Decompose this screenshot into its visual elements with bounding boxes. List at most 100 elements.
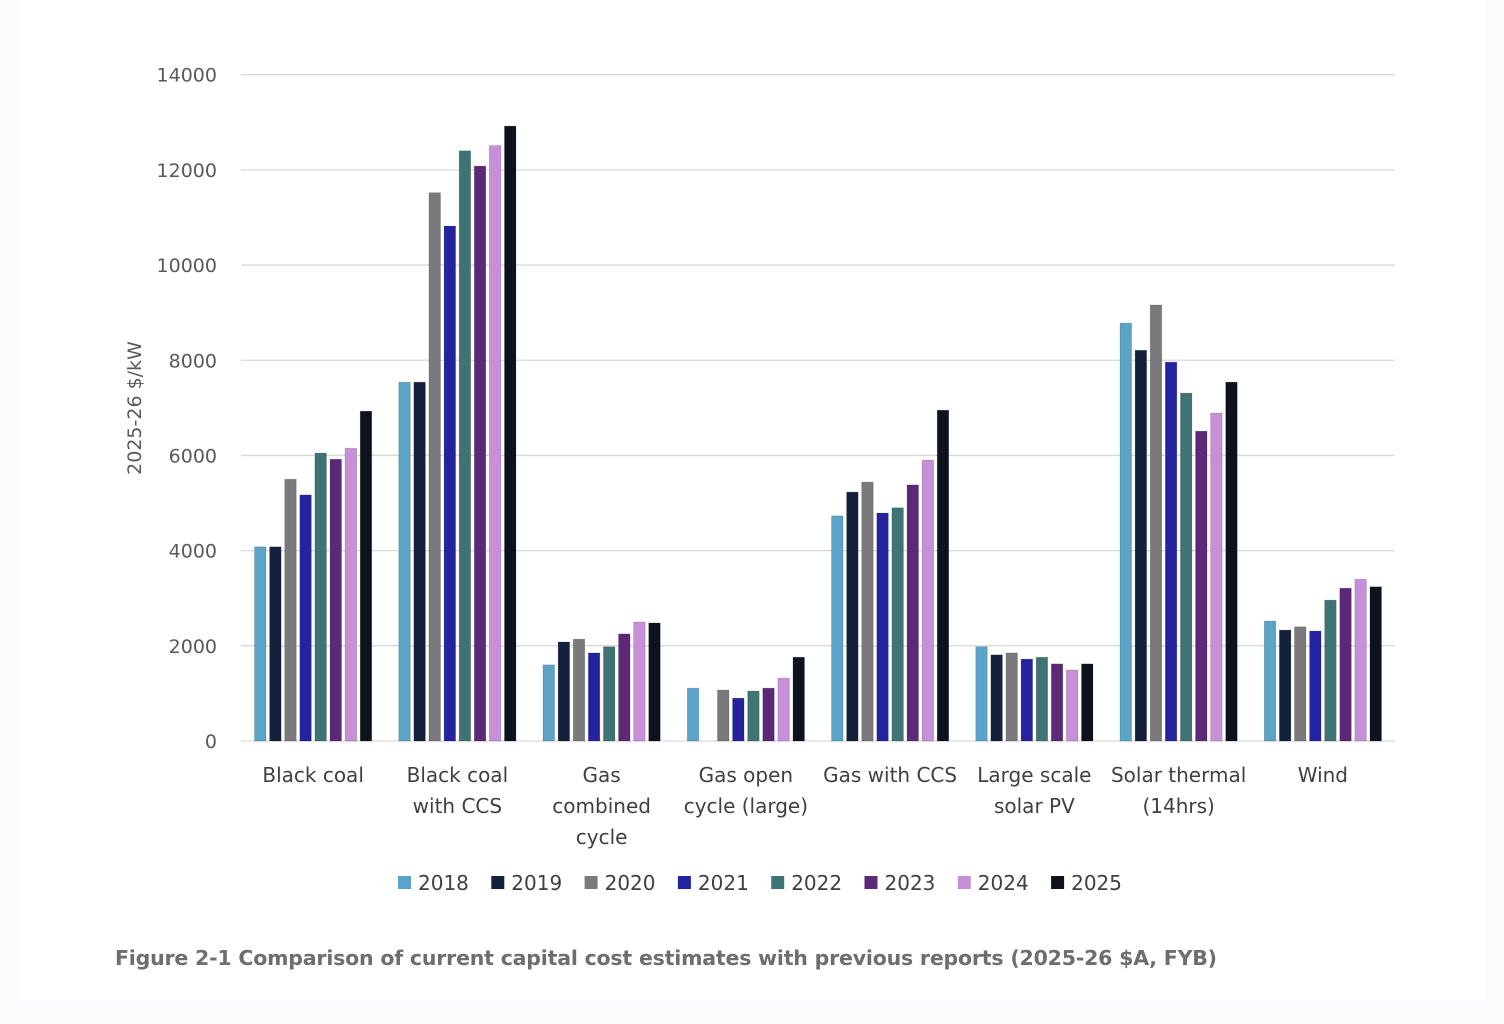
bar-2020	[861, 481, 874, 742]
bar-2018	[831, 515, 844, 742]
bar-2022	[314, 452, 327, 742]
legend-label: 2019	[511, 871, 562, 895]
bar-2022	[747, 690, 760, 742]
bar-2019	[557, 641, 571, 742]
bar-2025	[792, 656, 805, 742]
bar-2023	[618, 633, 631, 742]
bar-2024	[1354, 578, 1367, 742]
bar-2020	[717, 689, 730, 742]
legend-label: 2024	[978, 871, 1029, 895]
bar-2019	[1278, 629, 1292, 742]
bar-2022	[1035, 656, 1049, 742]
legend-item-2022: 2022	[771, 871, 842, 895]
y-tick-label: 6000	[169, 445, 217, 467]
bar-2020	[428, 192, 441, 742]
bar-2020	[284, 478, 297, 742]
bar-2021	[1020, 658, 1033, 742]
x-category-label: Large scale solar PV	[977, 763, 1091, 818]
legend-label: 2025	[1071, 871, 1122, 895]
y-tick-label: 14000	[157, 65, 217, 87]
bar-2023	[906, 484, 919, 742]
bar-2021	[299, 494, 312, 742]
bar-2018	[542, 664, 555, 742]
bar-2020	[572, 638, 586, 742]
bar-2023	[473, 165, 487, 742]
x-axis-labels: Black coal Black coal with CCS Gas combined c…	[262, 763, 1348, 849]
legend-swatch	[957, 876, 971, 889]
bar-2024	[1065, 669, 1079, 742]
figure-caption: Figure 2-1 Comparison of current capital…	[115, 946, 1217, 970]
bar-2022	[1324, 599, 1337, 742]
x-category-label: Black coal	[262, 763, 364, 787]
y-tick-label: 4000	[169, 541, 217, 563]
legend-item-2025: 2025	[1051, 871, 1122, 895]
bar-2021	[876, 512, 889, 742]
legend-item-2023: 2023	[864, 871, 935, 895]
legend-swatch	[584, 876, 598, 889]
bar-2019	[1134, 349, 1148, 742]
bar-2025	[648, 622, 661, 742]
y-tick-label: 2000	[169, 636, 217, 658]
x-category-label: Solar thermal (14hrs)	[1111, 763, 1246, 818]
bar-2022	[603, 646, 616, 742]
bar-2022	[1180, 392, 1193, 742]
legend-swatch	[491, 876, 505, 889]
bar-2024	[1210, 412, 1223, 742]
bar-2021	[587, 652, 601, 742]
bar-2023	[762, 687, 775, 742]
bar-2018	[398, 381, 411, 742]
legend-swatch	[398, 876, 411, 889]
legend-swatch	[1051, 876, 1065, 889]
bar-2024	[488, 145, 502, 742]
bars	[254, 125, 1382, 742]
bar-2020	[1149, 304, 1163, 742]
bar-2024	[921, 459, 935, 742]
x-category-label: Gas combined cycle	[552, 763, 651, 849]
bar-2018	[1119, 322, 1132, 742]
legend-swatch	[771, 876, 785, 889]
legend-item-2024: 2024	[957, 871, 1029, 895]
legend-label: 2021	[698, 871, 749, 895]
bar-2018	[686, 687, 700, 742]
bar-2020	[1294, 626, 1307, 742]
bar-2022	[891, 507, 904, 742]
legend-item-2021: 2021	[677, 871, 749, 895]
legend-swatch	[864, 876, 878, 889]
bar-2025	[504, 125, 517, 742]
bar-2021	[443, 225, 456, 742]
bar-2025	[936, 409, 950, 742]
legend-item-2020: 2020	[584, 871, 656, 895]
bar-2018	[254, 546, 267, 742]
bar-2021	[732, 697, 745, 742]
legend-item-2018: 2018	[398, 871, 469, 895]
figure-card: 0 2000 4000 6000 8000 10000 12000 14000 Black c…	[20, 0, 1486, 1000]
bar-2023	[1339, 587, 1352, 742]
bar-2018	[975, 646, 988, 742]
x-category-label: Gas with CCS	[823, 763, 957, 787]
bar-2023	[1050, 663, 1064, 742]
legend-label: 2022	[791, 871, 842, 895]
bar-2021	[1164, 361, 1178, 742]
bar-2019	[269, 546, 282, 742]
bar-2021	[1309, 630, 1322, 742]
bar-2019	[990, 654, 1003, 742]
bar-2019	[846, 491, 859, 742]
legend: 2018 2019 2020 2021 2022 2023 2024 2025	[398, 871, 1122, 895]
bar-2025	[1081, 663, 1094, 742]
bar-2025	[359, 410, 373, 742]
y-tick-label: 8000	[169, 350, 217, 372]
x-category-label: Black coal with CCS	[407, 763, 509, 818]
bar-2025	[1225, 381, 1238, 742]
bar-2020	[1005, 652, 1018, 742]
bar-2024	[344, 447, 358, 742]
legend-label: 2020	[605, 871, 656, 895]
x-category-label: Gas open cycle (large)	[684, 763, 808, 818]
y-tick-label: 10000	[157, 255, 217, 277]
y-axis-title: 2025-26 $/kW	[124, 341, 146, 475]
bar-2025	[1369, 586, 1382, 742]
bar-2024	[777, 677, 790, 742]
bar-2018	[1263, 620, 1277, 742]
x-category-label: Wind	[1298, 763, 1348, 787]
bar-2024	[633, 621, 646, 742]
bar-chart: 0 2000 4000 6000 8000 10000 12000 14000 Black c…	[124, 65, 1395, 895]
